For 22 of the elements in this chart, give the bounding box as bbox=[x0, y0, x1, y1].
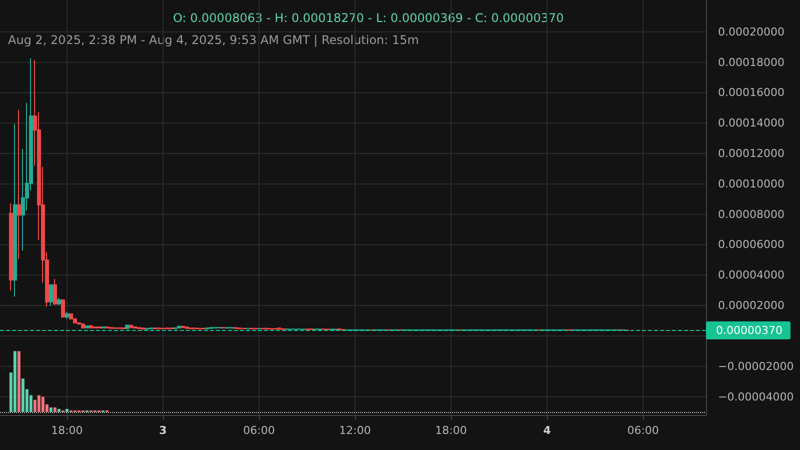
text: Aug 2, 2025, 2:38 PM - Aug 4, 2025, 9:53 AM GMT | Resolution: 15m bbox=[8, 33, 419, 47]
x-tick-label: 3 bbox=[159, 424, 167, 437]
x-tick-label: 06:00 bbox=[627, 424, 659, 437]
x-tick-label: 4 bbox=[543, 424, 552, 437]
y-tick-label: −0.00004000 bbox=[718, 390, 794, 404]
y-tick-label: 0.00014000 bbox=[718, 116, 784, 130]
x-tick-label: 12:00 bbox=[339, 424, 371, 437]
x-tick-label: 06:00 bbox=[243, 424, 275, 437]
y-tick-label: −0.00002000 bbox=[718, 360, 794, 373]
y-tick-label: 0.00004000 bbox=[718, 268, 784, 282]
y-tick-label: 0.00010000 bbox=[718, 177, 784, 190]
x-tick-label: 18:00 bbox=[51, 424, 83, 437]
y-tick-label: 0.00012000 bbox=[718, 147, 784, 160]
x-tick-label: 18:00 bbox=[435, 424, 467, 437]
y-tick-label: 0.00008000 bbox=[718, 208, 784, 221]
y-tick-label: 0.00018000 bbox=[718, 56, 784, 69]
y-tick-label: 0.00016000 bbox=[718, 86, 784, 100]
annotation: O: 0.00008063 - H: 0.00018270 - L: 0.00000369 - C: 0.00000370 bbox=[173, 11, 564, 25]
y-tick-label: 0.00020000 bbox=[718, 25, 784, 38]
y-tick-label: 0.00002000 bbox=[718, 299, 784, 312]
y-tick-label: 0.00006000 bbox=[718, 238, 784, 252]
ref-line-label: 0.00000370 bbox=[716, 324, 782, 337]
